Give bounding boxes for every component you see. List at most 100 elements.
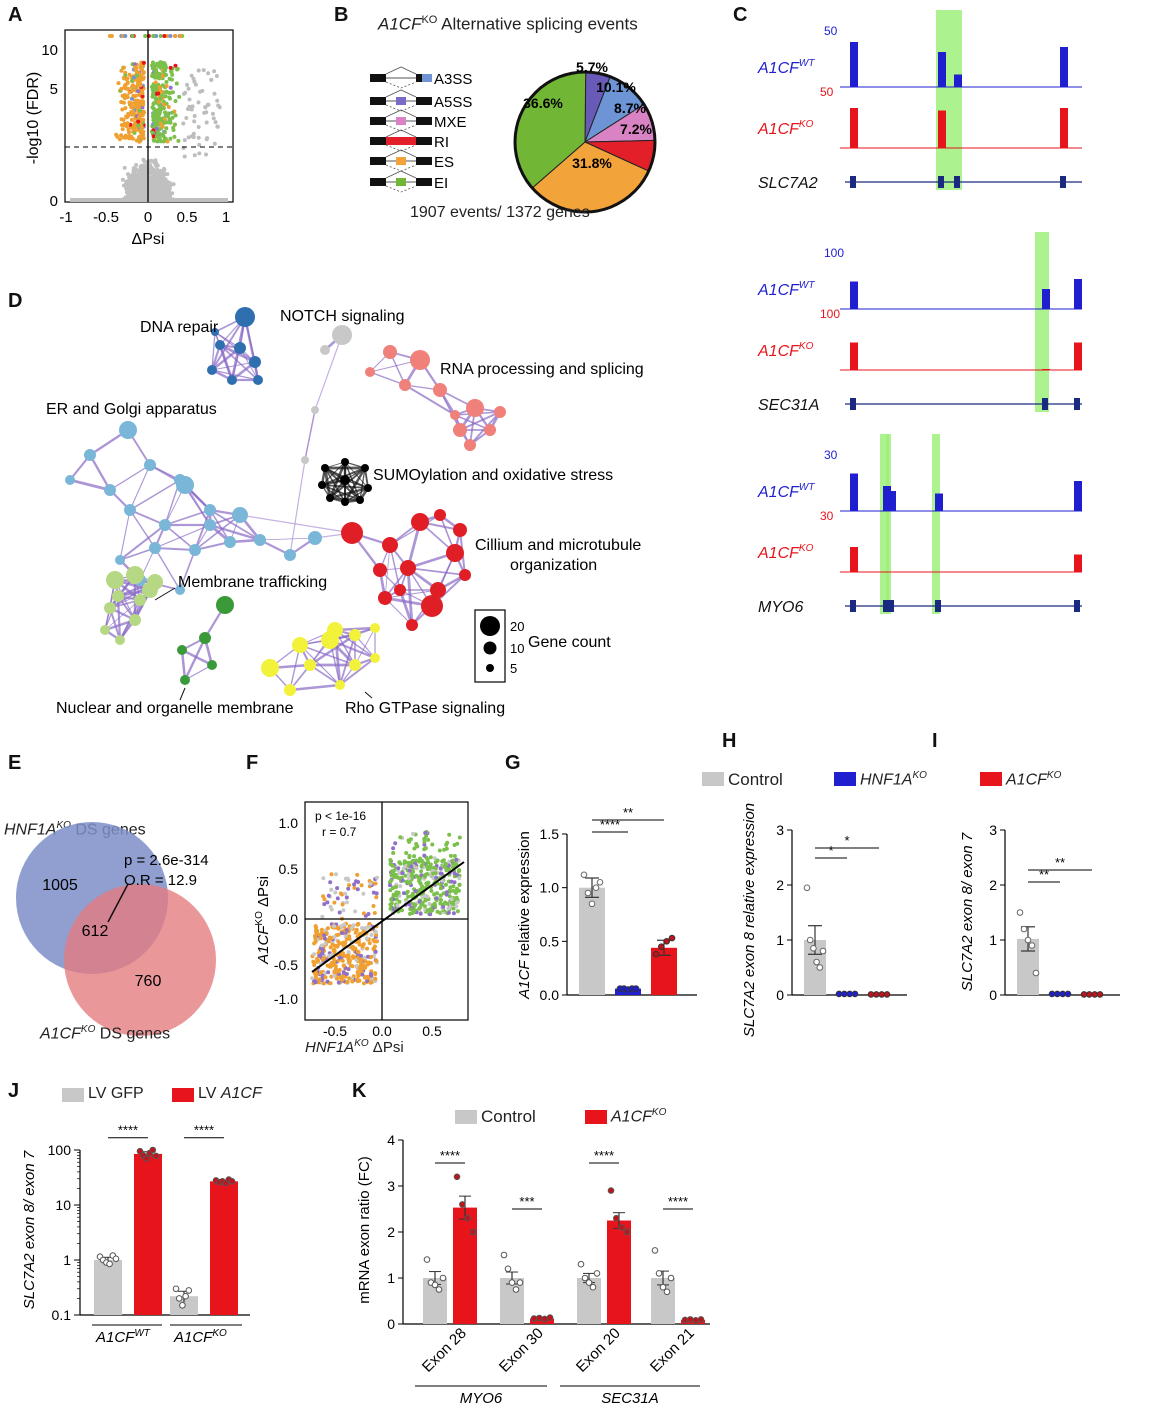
scatter-point	[419, 873, 424, 878]
volcano-dot-ns	[137, 187, 141, 192]
network-node	[335, 680, 345, 690]
network-node	[284, 684, 296, 696]
volcano-dot-top	[165, 34, 170, 38]
legend-a1cf-swatch	[980, 772, 1002, 786]
data-point	[577, 1260, 585, 1268]
data-point	[810, 945, 817, 952]
network-node	[292, 637, 308, 653]
volcano-dot-ns	[215, 124, 220, 129]
splice-highlight	[932, 434, 940, 614]
data-point	[667, 1274, 675, 1282]
scatter-point	[323, 975, 328, 980]
bar-lv-gfp	[94, 1260, 122, 1315]
scatter-point	[406, 872, 411, 877]
volcano-dot-sig	[124, 135, 129, 140]
data-point	[182, 1292, 189, 1300]
scatter-point	[358, 964, 363, 968]
network-edge	[369, 371, 406, 386]
volcano-dot-ns	[184, 116, 189, 120]
c-scale-ko: 50	[820, 85, 834, 99]
volcano-dot-ns	[154, 164, 159, 169]
scatter-point	[346, 956, 351, 961]
network-node	[466, 399, 484, 417]
volcano-dot-sig	[141, 60, 146, 65]
y-tick-label: 0	[387, 1316, 395, 1332]
data-point	[651, 1247, 659, 1254]
scatter-point	[456, 888, 461, 893]
y-tick-label: 3	[776, 822, 784, 838]
volcano-dot-ns	[204, 120, 209, 125]
volcano-dot-sig	[141, 70, 146, 75]
volcano-dot-sig	[168, 136, 173, 141]
y-tick-label: 0	[989, 987, 997, 1003]
scatter-point	[422, 853, 427, 858]
network-node	[142, 582, 158, 598]
gene-model-exon	[883, 600, 889, 612]
volcano-dot-sig	[150, 74, 155, 78]
panel-label-e: E	[8, 752, 22, 774]
d-legend-20: 20	[510, 619, 524, 634]
network-node	[134, 594, 146, 606]
cluster-label: Rho GTPase signaling	[345, 700, 505, 717]
data-point	[504, 1265, 512, 1273]
volcano-dot-sig	[170, 72, 175, 77]
volcano-dot-ns	[156, 184, 161, 189]
scatter-point	[367, 925, 372, 929]
network-node	[126, 566, 144, 584]
c-label-ko: A1CFKO	[757, 119, 814, 138]
scatter-point	[413, 903, 418, 908]
scatter-point	[361, 891, 366, 896]
scatter-point	[418, 911, 423, 916]
splice-highlight	[1035, 232, 1049, 412]
scatter-point	[425, 864, 429, 869]
network-node	[326, 494, 334, 502]
volcano-dot-ns	[127, 183, 132, 188]
panel-label-b: B	[334, 4, 349, 26]
volcano-dot-sig	[120, 107, 125, 112]
network-node	[106, 571, 124, 589]
scatter-point	[337, 910, 342, 915]
sig-label: ****	[118, 1123, 138, 1138]
data-point	[439, 1274, 447, 1282]
volcano-dot-sig	[132, 130, 137, 135]
volcano-dot-ns	[192, 114, 197, 118]
data-point	[663, 938, 670, 945]
network-bridge-edge	[239, 514, 353, 534]
data-point	[530, 1315, 538, 1322]
volcano-dot-sig	[167, 95, 172, 100]
volcano-dot-sig	[129, 103, 134, 108]
scatter-point	[374, 932, 379, 937]
bar-exon-30	[530, 1318, 554, 1324]
data-point	[592, 884, 600, 891]
gene-model-exon	[850, 176, 856, 188]
network-edge	[328, 461, 347, 499]
network-node	[421, 595, 443, 617]
network-node	[301, 456, 309, 464]
scatter-point	[322, 981, 326, 986]
scatter-point	[335, 886, 340, 891]
network-node	[394, 584, 406, 596]
y-tick-label: 1	[989, 932, 997, 948]
scatter-point	[313, 975, 318, 980]
sig-label: ****	[600, 817, 620, 832]
data-point	[687, 1316, 694, 1323]
data-point	[228, 1178, 236, 1185]
volcano-dot-sig	[162, 61, 167, 66]
panel-label-d: D	[8, 290, 23, 312]
scatter-point	[331, 948, 336, 953]
network-edge	[119, 524, 166, 561]
network-node	[464, 439, 476, 451]
volcano-dot-sig	[154, 91, 159, 96]
volcano-dot-ns	[212, 91, 217, 96]
data-point	[883, 991, 891, 998]
network-edge	[119, 509, 131, 561]
volcano-dot-ns	[182, 154, 187, 159]
data-point	[652, 950, 660, 958]
data-point	[803, 884, 811, 892]
leader-line	[364, 691, 373, 699]
volcano-dot-sig	[165, 139, 170, 144]
volcano-dot-sig	[137, 79, 142, 84]
data-point	[584, 889, 592, 897]
network-edge	[69, 478, 111, 492]
data-point	[697, 1316, 705, 1323]
